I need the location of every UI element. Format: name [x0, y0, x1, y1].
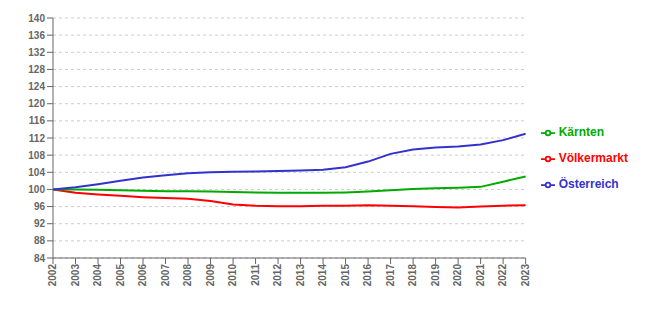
svg-text:96: 96	[34, 201, 46, 212]
svg-text:2020: 2020	[452, 264, 463, 287]
html-text:Kärnten: Kärnten	[558, 125, 604, 139]
svg-text:128: 128	[28, 64, 45, 75]
svg-text:2007: 2007	[160, 264, 171, 287]
svg-text:2022: 2022	[497, 264, 508, 287]
svg-text:2010: 2010	[227, 264, 238, 287]
html-text:Österreich: Österreich	[558, 177, 619, 191]
svg-text:2018: 2018	[407, 264, 418, 287]
svg-text:2008: 2008	[182, 264, 193, 287]
svg-text:136: 136	[28, 30, 45, 41]
svg-text:2002: 2002	[47, 264, 58, 287]
svg-text:104: 104	[28, 167, 45, 178]
svg-text:2012: 2012	[272, 264, 283, 287]
svg-text:92: 92	[34, 218, 46, 229]
svg-text:2015: 2015	[340, 264, 351, 287]
svg-text:2013: 2013	[295, 264, 306, 287]
svg-text:112: 112	[29, 133, 46, 144]
svg-text:2014: 2014	[317, 264, 328, 287]
svg-text:2016: 2016	[362, 264, 373, 287]
svg-text:2023: 2023	[520, 264, 531, 287]
svg-text:2009: 2009	[205, 264, 216, 287]
svg-text:2017: 2017	[385, 264, 396, 287]
html-text:Völkermarkt: Völkermarkt	[558, 151, 628, 165]
svg-text:124: 124	[28, 81, 45, 92]
svg-text:2003: 2003	[70, 264, 81, 287]
svg-text:2011: 2011	[250, 264, 261, 286]
svg-text:108: 108	[28, 150, 45, 161]
svg-text:88: 88	[34, 235, 46, 246]
svg-text:132: 132	[28, 47, 45, 58]
svg-text:84: 84	[34, 253, 46, 264]
svg-text:116: 116	[29, 115, 46, 126]
svg-text:2021: 2021	[475, 264, 486, 287]
svg-text:2019: 2019	[430, 264, 441, 287]
svg-text:120: 120	[28, 98, 45, 109]
svg-text:100: 100	[28, 184, 45, 195]
svg-text:140: 140	[28, 13, 45, 24]
svg-text:2004: 2004	[92, 264, 103, 287]
svg-text:2006: 2006	[137, 264, 148, 287]
svg-text:2005: 2005	[115, 264, 126, 287]
